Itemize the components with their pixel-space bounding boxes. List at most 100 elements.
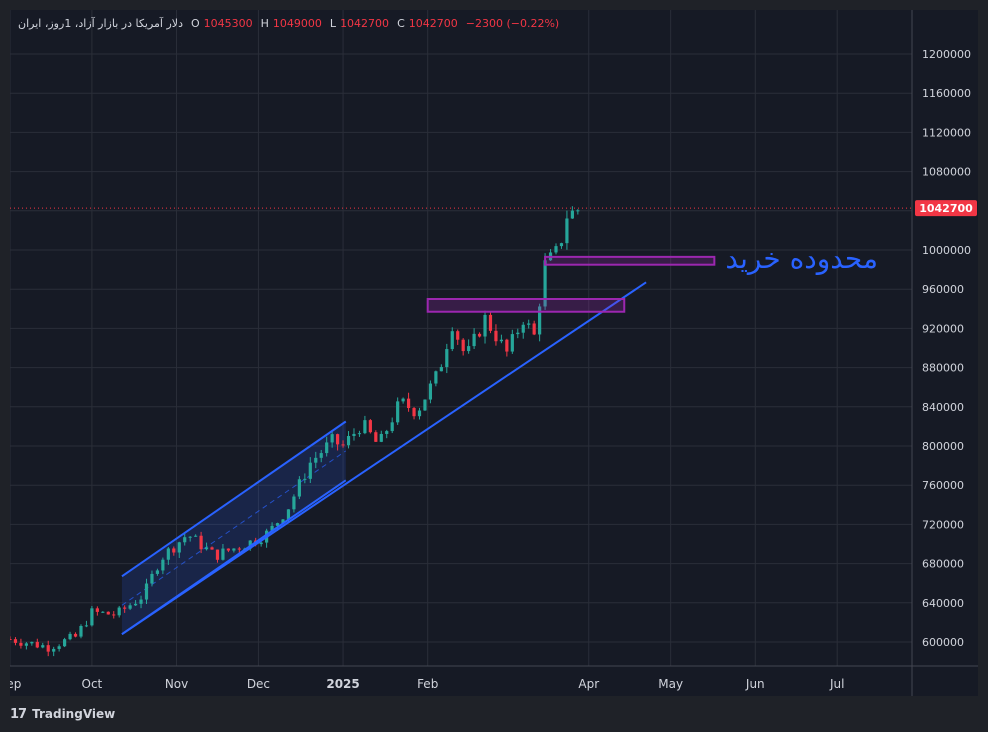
candle-body	[210, 547, 214, 550]
candle-body	[401, 398, 405, 402]
last-price-label: 1042700	[919, 202, 973, 215]
candle-body	[505, 339, 509, 352]
close-value: 1042700	[408, 17, 458, 30]
candle-body	[194, 535, 198, 537]
symbol-name: دلار آمریکا در بازار آزاد، 1روز، ایران	[18, 17, 183, 30]
candle-body	[106, 611, 110, 615]
candle-body	[412, 408, 416, 417]
candle-body	[406, 398, 411, 409]
candle-body	[270, 525, 274, 531]
candle-body	[336, 434, 340, 445]
support-trendline[interactable]	[121, 281, 647, 635]
price-chart[interactable]: 600000 640000 680000 720000 760000 800000 8400…	[10, 10, 978, 696]
candle-body	[188, 536, 192, 538]
candle-body	[439, 367, 443, 372]
candle-body	[434, 371, 438, 384]
candle-body	[155, 570, 160, 574]
candle-body	[275, 523, 280, 526]
candle-body	[161, 559, 165, 571]
candle-body	[314, 457, 318, 463]
candle-body	[477, 333, 482, 337]
candle-body	[204, 547, 209, 550]
candle-body	[183, 537, 187, 543]
candle-body	[63, 639, 67, 647]
candle-body	[325, 442, 329, 454]
candle-body	[259, 542, 263, 545]
buy-zone-box[interactable]	[544, 255, 716, 266]
candle-body	[346, 435, 351, 446]
candle-body	[221, 548, 225, 560]
candle-body	[559, 243, 564, 247]
candle-body	[73, 633, 78, 637]
candle-body	[281, 519, 285, 524]
candle-body	[352, 433, 356, 436]
candle-body	[450, 331, 454, 350]
candle-body	[286, 509, 291, 520]
candle-body	[357, 433, 362, 435]
x-tick-label: May	[658, 677, 683, 691]
candle-body	[215, 549, 220, 560]
candle-body	[292, 496, 296, 510]
candle-body	[13, 639, 18, 643]
candle-body	[90, 608, 94, 626]
candle-body	[456, 331, 460, 340]
y-tick-label: 1200000	[922, 48, 971, 61]
candle-body	[510, 334, 514, 352]
candle-body	[150, 573, 154, 584]
y-tick-label: 840000	[922, 401, 964, 414]
candle-body	[379, 433, 383, 442]
x-tick-label: Jul	[829, 677, 844, 691]
candle-body	[396, 401, 400, 423]
channel-midline	[121, 450, 347, 606]
candle-body	[84, 625, 89, 627]
x-tick-label: Oct	[82, 677, 103, 691]
candle-body	[554, 246, 558, 253]
candle-body	[319, 453, 323, 458]
candle-body	[499, 339, 503, 342]
buy-zone-annotation[interactable]: محدوده خرید	[725, 242, 878, 275]
candle-body	[330, 434, 334, 443]
x-tick-label: Dec	[247, 677, 270, 691]
candle-body	[52, 648, 56, 652]
y-tick-label: 720000	[922, 518, 964, 531]
candle-body	[390, 422, 394, 432]
candle-body	[144, 583, 149, 600]
candle-body	[232, 548, 236, 551]
candle-body	[461, 339, 465, 352]
y-tick-label: 600000	[922, 636, 964, 649]
x-tick-label: 2025	[326, 677, 359, 691]
candle-body	[467, 346, 471, 352]
channel-trendline[interactable]	[121, 420, 347, 578]
x-tick-label: Jun	[745, 677, 765, 691]
candle-body	[538, 306, 542, 335]
candle-body	[19, 642, 23, 646]
candle-body	[516, 332, 520, 335]
low-label: L	[329, 17, 337, 30]
candle-body	[543, 260, 547, 307]
candle-body	[297, 479, 301, 497]
candle-body	[172, 548, 176, 553]
y-tick-label: 880000	[922, 362, 964, 375]
y-tick-label: 760000	[922, 479, 964, 492]
tradingview-brand[interactable]: TradingView	[32, 707, 116, 721]
candle-body	[565, 218, 569, 244]
candle-body	[177, 542, 181, 553]
last-price-badge	[915, 200, 977, 217]
candle-body	[123, 607, 127, 609]
candle-body	[101, 611, 105, 613]
chart-panel[interactable]: 600000 640000 680000 720000 760000 800000 8400…	[10, 10, 978, 696]
tradingview-logo-icon[interactable]: 17	[10, 706, 27, 722]
candle-body	[423, 399, 427, 411]
y-tick-label: 1160000	[922, 87, 971, 100]
open-value: 1045300	[203, 17, 253, 30]
support-zone-box[interactable]	[426, 298, 626, 313]
candle-body	[417, 410, 422, 417]
candle-body	[532, 323, 536, 335]
candle-body	[35, 641, 39, 648]
candle-body	[488, 314, 493, 331]
y-tick-label: 1120000	[922, 126, 971, 139]
candle-body	[128, 605, 132, 609]
candle-body	[79, 625, 83, 637]
candle-body	[237, 548, 241, 550]
candle-body	[166, 548, 170, 560]
